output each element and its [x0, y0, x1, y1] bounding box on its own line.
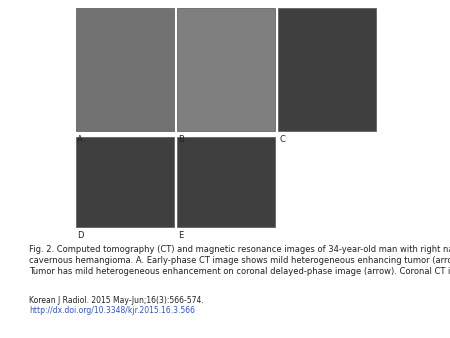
Bar: [76, 137, 174, 227]
Text: A: A: [77, 135, 83, 144]
Text: D: D: [77, 231, 84, 240]
Text: http://dx.doi.org/10.3348/kjr.2015.16.3.566: http://dx.doi.org/10.3348/kjr.2015.16.3.…: [29, 306, 195, 315]
Bar: [278, 8, 376, 131]
Text: cavernous hemangioma. A. Early-phase CT image shows mild heterogeneous enhancing: cavernous hemangioma. A. Early-phase CT …: [29, 256, 450, 265]
Text: C: C: [279, 135, 285, 144]
Text: Tumor has mild heterogeneous enhancement on coronal delayed-phase image (arrow).: Tumor has mild heterogeneous enhancement…: [29, 267, 450, 276]
Bar: [76, 8, 174, 131]
Bar: [177, 137, 275, 227]
Text: Korean J Radiol. 2015 May-Jun;16(3):566-574.: Korean J Radiol. 2015 May-Jun;16(3):566-…: [29, 296, 204, 305]
Bar: [177, 8, 275, 131]
Text: B: B: [178, 135, 184, 144]
Text: E: E: [178, 231, 183, 240]
Text: Fig. 2. Computed tomography (CT) and magnetic resonance images of 34-year-old ma: Fig. 2. Computed tomography (CT) and mag…: [29, 245, 450, 254]
